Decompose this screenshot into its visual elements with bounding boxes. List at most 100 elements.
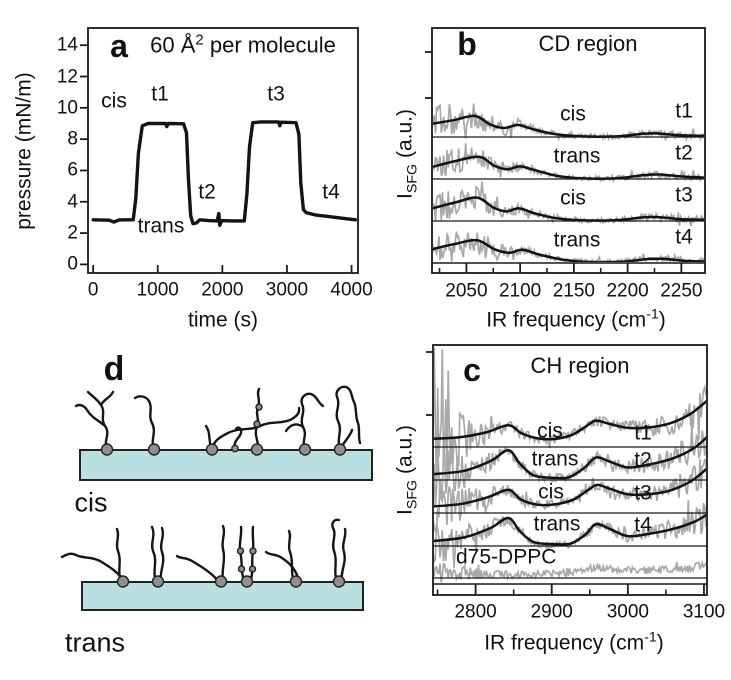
- trace-state-label: cis: [560, 186, 586, 210]
- tick-label: 4000: [330, 279, 373, 301]
- trace-state-label: cis: [538, 480, 564, 504]
- sfg-fit-curve: [434, 400, 706, 441]
- chain: [159, 526, 165, 584]
- tick-label: 0: [67, 253, 78, 275]
- chain: [74, 403, 107, 428]
- panel-b-xlabel-post: ): [658, 308, 666, 332]
- pressure-curve: [91, 120, 357, 227]
- panel-b-ylabel-post: (a.u.): [393, 108, 417, 164]
- panel-a-ylabel: pressure (mN/m): [12, 72, 36, 230]
- spectra-traces: [434, 347, 706, 583]
- sfg-fit-curve: [433, 196, 704, 222]
- trace-t-label: t4: [675, 225, 693, 249]
- panel-a-letter: a: [110, 28, 128, 64]
- tick-label: 3000: [265, 279, 309, 301]
- tick-label: 2200: [606, 280, 649, 302]
- trace-state-label: trans: [531, 447, 579, 471]
- chain: [335, 385, 362, 452]
- panel-a-title-sup: 2: [195, 31, 204, 49]
- chain: [86, 390, 109, 452]
- chain: [254, 387, 261, 452]
- trace-state-label: trans: [533, 512, 581, 536]
- panel-c-xlabel-post: ): [656, 631, 664, 655]
- azo-bead: [253, 420, 261, 428]
- annotation-t4: t4: [322, 180, 340, 204]
- headgroup: [240, 575, 254, 588]
- trace-state-label: trans: [553, 144, 601, 168]
- headgroup: [332, 575, 346, 588]
- headgroup: [333, 443, 347, 456]
- tick-label: 2800: [454, 601, 497, 623]
- sfg-fit-curve: [434, 436, 706, 480]
- panel-box: [432, 344, 708, 596]
- tick-label: 2900: [530, 601, 573, 623]
- panel-b-ylabel-sub: SFG: [404, 163, 421, 194]
- tick-label: 3000: [606, 601, 649, 623]
- headgroup: [205, 443, 219, 456]
- sfg-noise-trace: [434, 559, 706, 583]
- tick-label: 2150: [552, 280, 595, 302]
- tick-label: 4: [67, 191, 78, 213]
- chain: [99, 390, 115, 407]
- tick-label: 12: [56, 66, 78, 88]
- panel-b-xlabel: IR frequency (cm-1): [486, 306, 666, 332]
- headgroup: [214, 575, 228, 588]
- annotation-t2: t2: [198, 180, 216, 204]
- chain: [340, 527, 347, 584]
- trace-t-label: t3: [675, 183, 693, 207]
- trace-t-label: t1: [675, 99, 693, 123]
- cis-label: cis: [74, 487, 108, 518]
- panel-a-title-post: per molecule: [203, 32, 336, 58]
- panel-b-xlabel-pre: IR frequency (cm: [486, 308, 647, 332]
- tick-label: 0: [87, 279, 99, 301]
- substrate-slab: [79, 449, 373, 481]
- trace-t-label: t2: [634, 448, 652, 472]
- sfg-fit-curve: [433, 238, 704, 262]
- trace-state-label: trans: [553, 228, 601, 252]
- annotation-trans: trans: [137, 214, 185, 238]
- headgroup: [298, 443, 312, 456]
- panel-c-xlabel-pre: IR frequency (cm: [484, 631, 645, 655]
- panel-c-ylabel-post: (a.u.): [393, 424, 417, 480]
- panel-b-xlabel-sup: -1: [646, 306, 659, 323]
- chain: [331, 518, 341, 584]
- azo-bead: [255, 403, 263, 411]
- panel-c-title: CH region: [530, 353, 630, 378]
- panel-a-title: 60 Å2 per molecule: [150, 31, 336, 58]
- azo-bead: [248, 565, 257, 573]
- panel-b-title: CD region: [538, 31, 638, 56]
- annotation-cis: cis: [101, 89, 127, 113]
- chain: [221, 524, 226, 584]
- panel-c-xlabel: IR frequency (cm-1): [484, 630, 664, 655]
- trace-t-label: t4: [634, 513, 652, 537]
- cis-monolayer-illustration: [74, 385, 373, 481]
- panel-d-letter: d: [103, 350, 125, 388]
- panel-b-letter: b: [457, 26, 477, 62]
- sfg-fit-curve: [434, 467, 706, 508]
- panel-box: [431, 27, 706, 274]
- tick-label: 2000: [201, 279, 244, 301]
- panel-a-xlabel: time (s): [188, 308, 258, 332]
- tick-label: 10: [56, 97, 78, 119]
- panel-c-ylabel: ISFG (a.u.): [393, 424, 421, 516]
- chain: [300, 392, 325, 452]
- headgroup: [231, 444, 239, 453]
- panel-c-ylabel-pre: I: [393, 509, 417, 516]
- annotation-t3: t3: [267, 82, 285, 106]
- trace-t-label: t2: [675, 141, 693, 165]
- trans-label: trans: [64, 627, 126, 658]
- sfg-fit-curve: [433, 155, 704, 180]
- azo-bead: [249, 547, 257, 555]
- chain: [264, 550, 301, 584]
- panel-c-ylabel-sub: SFG: [404, 479, 421, 510]
- chain: [150, 525, 158, 584]
- headgroup: [151, 575, 165, 588]
- headgroup: [116, 575, 130, 588]
- tick-label: 1000: [136, 279, 179, 301]
- headgroup: [100, 443, 114, 456]
- panel-c-letter: c: [463, 352, 481, 388]
- tick-label: 2: [67, 222, 78, 244]
